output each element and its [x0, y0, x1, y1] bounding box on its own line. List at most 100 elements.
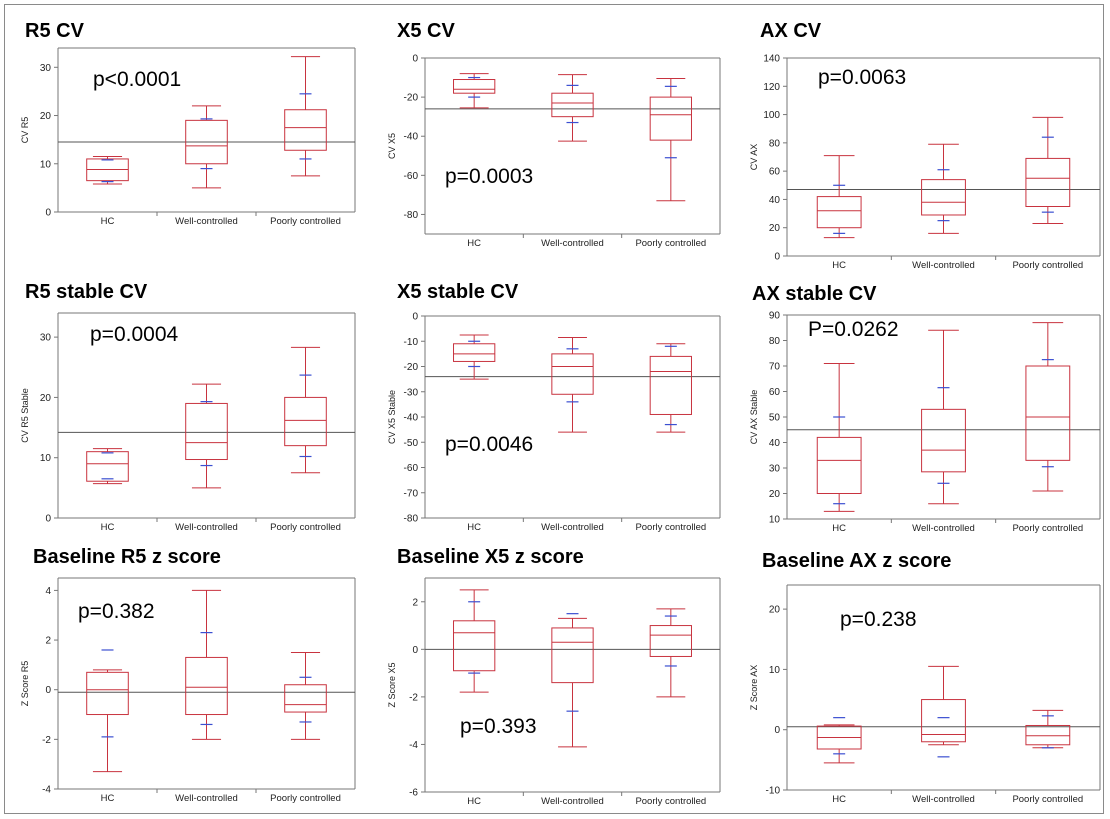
y-tick-label: 20	[769, 605, 781, 616]
y-tick-label: 20	[40, 111, 52, 122]
y-tick-label: 70	[769, 362, 781, 373]
y-tick-label: 30	[769, 464, 781, 475]
box-1	[816, 362, 862, 512]
y-axis-label: Z Score AX	[749, 665, 759, 711]
iqr-box	[185, 656, 228, 716]
y-tick-label: 4	[45, 586, 51, 597]
y-tick-label: 120	[763, 82, 780, 93]
iqr-box	[551, 353, 594, 395]
y-tick-label: -50	[404, 438, 419, 449]
iqr-box	[1025, 157, 1071, 208]
y-tick-label: -10	[766, 786, 781, 797]
p-value-label: p=0.0046	[445, 433, 534, 456]
figure-frame	[4, 4, 1104, 814]
y-tick-label: -6	[409, 788, 418, 799]
panel-title: R5 CV	[25, 20, 84, 42]
y-tick-label: 20	[769, 223, 781, 234]
iqr-box	[921, 699, 966, 743]
x-tick-label: Poorly controlled	[1012, 794, 1083, 805]
iqr-box	[816, 436, 862, 494]
y-tick-label: 0	[412, 312, 418, 323]
y-tick-label: 20	[40, 393, 52, 404]
box-1	[86, 156, 129, 185]
box-2	[921, 329, 966, 505]
iqr-box	[185, 402, 228, 461]
box-1	[453, 589, 496, 693]
x-tick-label: Well-controlled	[912, 794, 975, 805]
x-tick-label: HC	[832, 260, 846, 271]
panel-title: X5 stable CV	[397, 281, 519, 303]
y-tick-label: 2	[45, 636, 51, 647]
iqr-box	[551, 627, 594, 684]
iqr-box	[1025, 365, 1071, 461]
iqr-box	[453, 79, 496, 94]
y-tick-label: 100	[763, 110, 780, 121]
y-tick-label: 40	[769, 438, 781, 449]
y-tick-label: 2	[412, 597, 418, 608]
y-tick-label: -60	[404, 463, 419, 474]
x-tick-label: Well-controlled	[912, 260, 975, 271]
box-1	[453, 73, 496, 109]
iqr-box	[284, 684, 327, 713]
box-3	[284, 346, 327, 474]
x-tick-label: Poorly controlled	[270, 793, 341, 804]
p-value-label: p=0.393	[460, 715, 537, 738]
y-axis-label: CV X5	[387, 133, 397, 159]
iqr-box	[649, 625, 692, 657]
y-tick-label: 140	[763, 54, 780, 65]
y-tick-label: -4	[409, 740, 418, 751]
box-2	[551, 74, 594, 142]
box-1	[816, 717, 862, 764]
y-tick-label: 50	[769, 413, 781, 424]
iqr-box	[284, 109, 327, 151]
iqr-box	[453, 343, 496, 362]
iqr-box	[86, 451, 129, 482]
y-tick-label: 0	[412, 645, 418, 656]
y-tick-label: 60	[769, 387, 781, 398]
x-tick-label: Well-controlled	[175, 793, 238, 804]
x-tick-label: HC	[467, 238, 481, 249]
x-tick-label: HC	[101, 522, 115, 533]
x-tick-label: HC	[467, 522, 481, 533]
y-tick-label: 30	[40, 333, 52, 344]
box-3	[1025, 116, 1071, 224]
iqr-box	[453, 620, 496, 672]
panel-title: AX stable CV	[752, 283, 877, 305]
iqr-box	[921, 179, 966, 216]
x-tick-label: Well-controlled	[912, 523, 975, 534]
x-tick-label: Poorly controlled	[270, 522, 341, 533]
y-tick-label: 0	[412, 54, 418, 65]
box-1	[86, 649, 129, 773]
y-tick-label: 30	[40, 63, 52, 74]
y-axis-label: CV X5 Stable	[387, 390, 397, 444]
x-tick-label: HC	[832, 523, 846, 534]
p-value-label: p=0.238	[840, 608, 917, 631]
y-tick-label: 0	[45, 685, 51, 696]
box-1	[86, 448, 129, 485]
iqr-box	[649, 355, 692, 415]
box-2	[551, 336, 594, 433]
box-3	[1025, 322, 1071, 492]
box-2	[551, 613, 594, 748]
x-tick-label: HC	[832, 794, 846, 805]
panel-title: Baseline R5 z score	[33, 546, 221, 568]
x-tick-label: Poorly controlled	[1012, 523, 1083, 534]
panel-title: AX CV	[760, 20, 822, 42]
box-2	[185, 105, 228, 189]
p-value-label: p=0.0003	[445, 165, 534, 188]
y-tick-label: 90	[769, 311, 781, 322]
y-tick-label: -40	[404, 413, 419, 424]
y-axis-label: CV R5	[20, 117, 30, 144]
y-tick-label: -2	[409, 692, 418, 703]
iqr-box	[921, 408, 966, 473]
x-tick-label: Well-controlled	[541, 796, 604, 807]
box-2	[185, 383, 228, 489]
